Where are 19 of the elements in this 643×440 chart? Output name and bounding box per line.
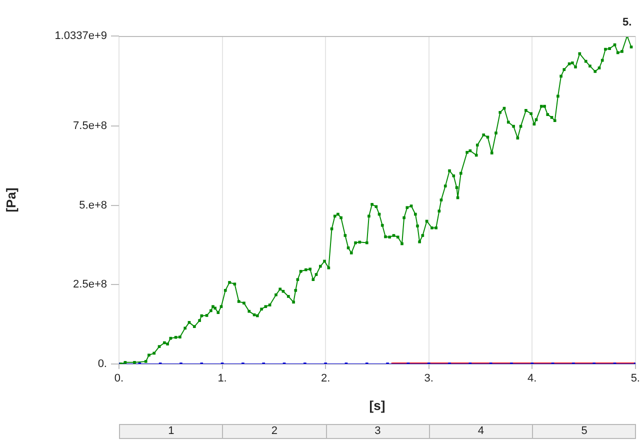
y-tick-label: 7.5e+8 bbox=[73, 120, 107, 132]
text: 4 bbox=[428, 424, 534, 439]
y-tick-label: 0. bbox=[98, 358, 107, 370]
text: 3 bbox=[326, 424, 430, 439]
x-tick-label: 1. bbox=[218, 372, 227, 385]
x-axis-title: [s] bbox=[369, 398, 386, 413]
x-tick-label: 4. bbox=[528, 372, 537, 385]
x-tick-label: 2. bbox=[320, 372, 330, 385]
y-tick-label: 1.0337e+9 bbox=[54, 30, 107, 42]
y-tick-label: 5.e+8 bbox=[79, 199, 107, 212]
x-tick-label: 0. bbox=[114, 372, 124, 385]
annotation: 5. bbox=[622, 16, 632, 29]
y-axis-title: [Pa] bbox=[3, 188, 18, 212]
x-tick-label: 5. bbox=[630, 372, 640, 385]
x-tick-label: 3. bbox=[424, 372, 434, 385]
text: 1 bbox=[119, 424, 224, 439]
text: 5 bbox=[532, 424, 636, 439]
y-tick-label: 2.5e+8 bbox=[73, 278, 107, 291]
text: 2 bbox=[222, 424, 327, 439]
